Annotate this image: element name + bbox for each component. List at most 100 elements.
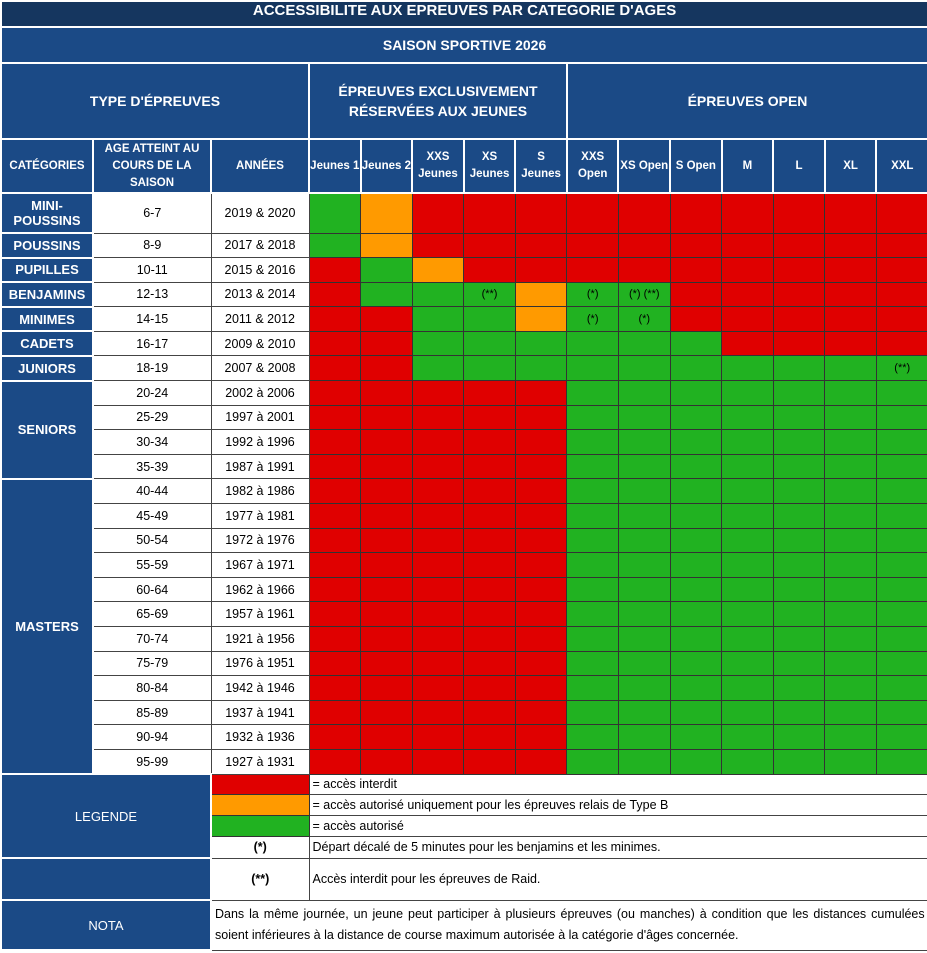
access-cell xyxy=(514,192,568,234)
cell-note: (*) xyxy=(586,313,599,326)
access-cell xyxy=(721,626,774,652)
cell-note: (*) (**) xyxy=(628,288,660,301)
access-cell xyxy=(411,699,465,726)
access-cell xyxy=(360,330,413,357)
access-cell xyxy=(772,699,826,726)
column-header: M xyxy=(720,138,775,194)
column-header: L xyxy=(772,138,826,194)
access-cell xyxy=(411,675,465,701)
access-cell xyxy=(669,601,723,627)
access-cell xyxy=(772,576,826,603)
access-cell xyxy=(669,404,723,431)
age-range: 10-11 xyxy=(92,257,212,283)
access-cell xyxy=(875,650,927,677)
age-range: 30-34 xyxy=(92,429,212,455)
category-name: BENJAMINS xyxy=(0,281,94,308)
category-row: SENIORS 20-24 2002 à 2006 xyxy=(0,379,927,480)
category-row: 70-74 1921 à 1956 xyxy=(1,626,927,652)
access-cell xyxy=(514,576,568,603)
age-range: 50-54 xyxy=(92,527,212,554)
access-cell xyxy=(617,503,671,529)
access-cell xyxy=(669,330,723,357)
access-cell xyxy=(308,552,362,578)
access-cell xyxy=(617,601,671,627)
access-cell xyxy=(669,478,723,505)
access-cell xyxy=(411,355,465,382)
age-range: 60-64 xyxy=(92,576,212,603)
access-cell xyxy=(875,192,927,234)
nota-title: NOTA xyxy=(0,899,212,952)
access-cell xyxy=(308,404,362,431)
access-cell xyxy=(566,576,619,603)
access-cell xyxy=(463,699,516,726)
access-cell xyxy=(566,232,619,259)
birth-years: 2019 & 2020 xyxy=(210,192,310,234)
access-cell xyxy=(824,724,877,750)
access-cell xyxy=(411,527,465,554)
access-cell xyxy=(721,478,774,505)
access-cell xyxy=(308,257,362,283)
access-cell xyxy=(566,552,619,578)
access-cell xyxy=(308,192,362,234)
category-row: 90-94 1932 à 1936 xyxy=(1,724,927,750)
access-cell xyxy=(875,699,927,726)
access-cell xyxy=(566,748,619,775)
category-name: MINI-POUSSINS xyxy=(0,192,94,234)
access-cell xyxy=(824,601,877,627)
access-cell xyxy=(875,724,927,750)
access-cell xyxy=(721,699,774,726)
age-range: 80-84 xyxy=(92,675,212,701)
category-row: PUPILLES 10-11 2015 & 2016 xyxy=(0,256,927,284)
access-cell xyxy=(463,748,516,775)
access-cell xyxy=(308,478,362,505)
access-cell xyxy=(463,724,516,750)
access-cell xyxy=(360,404,413,431)
access-cell xyxy=(463,355,516,382)
access-cell xyxy=(566,192,619,234)
access-cell xyxy=(360,503,413,529)
access-cell xyxy=(514,380,568,406)
legend-row: = accès autorisé uniquement pour les épr… xyxy=(1,793,927,816)
access-cell xyxy=(617,699,671,726)
access-cell xyxy=(566,527,619,554)
access-cell xyxy=(772,527,826,554)
access-cell xyxy=(514,355,568,382)
access-cell xyxy=(463,404,516,431)
access-cell xyxy=(411,576,465,603)
access-cell xyxy=(772,650,826,677)
access-cell xyxy=(772,281,826,308)
access-cell xyxy=(617,380,671,406)
column-header: Jeunes 2 xyxy=(359,138,414,194)
category-name: MASTERS xyxy=(0,477,94,776)
access-cell xyxy=(875,626,927,652)
category-row: 95-99 1927 à 1931 xyxy=(1,748,927,775)
access-cell xyxy=(360,675,413,701)
birth-years: 1976 à 1951 xyxy=(210,650,310,677)
access-cell xyxy=(721,380,774,406)
access-cell xyxy=(721,355,774,382)
legend-note-text: Accès interdit pour les épreuves de Raid… xyxy=(308,857,927,901)
access-cell xyxy=(514,650,568,677)
access-cell xyxy=(824,429,877,455)
category-name: PUPILLES xyxy=(0,256,94,284)
access-cell xyxy=(514,503,568,529)
access-cell xyxy=(824,404,877,431)
title-row: ACCESSIBILITE AUX EPREUVES PAR CATEGORIE… xyxy=(0,0,927,28)
access-cell xyxy=(411,380,465,406)
access-cell xyxy=(514,601,568,627)
access-cell xyxy=(360,192,413,234)
birth-years: 1992 à 1996 xyxy=(210,429,310,455)
birth-years: 2007 & 2008 xyxy=(210,355,310,382)
access-cell xyxy=(617,232,671,259)
access-cell xyxy=(360,281,413,308)
age-range: 16-17 xyxy=(92,330,212,357)
access-cell xyxy=(721,404,774,431)
column-header: CATÉGORIES xyxy=(0,138,94,194)
category-row: 25-29 1997 à 2001 xyxy=(1,404,927,431)
access-cell xyxy=(669,527,723,554)
legend-note-symbol: (*) xyxy=(210,835,310,859)
age-range: 70-74 xyxy=(92,626,212,652)
nota-text: Dans la même journée, un jeune peut part… xyxy=(210,899,927,951)
access-cell xyxy=(463,650,516,677)
access-cell xyxy=(772,380,826,406)
